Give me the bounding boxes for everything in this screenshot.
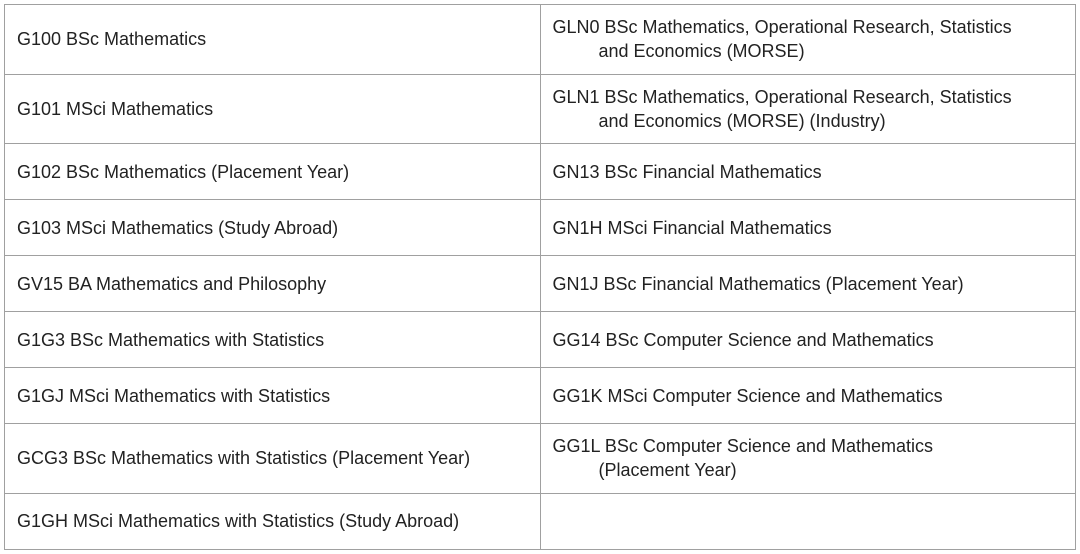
cell-left: GCG3 BSc Mathematics with Statistics (Pl… [5,424,541,494]
table-row: GCG3 BSc Mathematics with Statistics (Pl… [5,424,1076,494]
cell-left: G102 BSc Mathematics (Placement Year) [5,144,541,200]
cell-left: G1G3 BSc Mathematics with Statistics [5,312,541,368]
cell-text: G103 MSci Mathematics (Study Abroad) [17,218,338,238]
cell-text: G100 BSc Mathematics [17,29,206,49]
cell-text: G102 BSc Mathematics (Placement Year) [17,162,349,182]
cell-text-cont: (Placement Year) [553,460,737,480]
cell-text: GLN1 BSc Mathematics, Operational Resear… [553,87,1012,107]
cell-text: GG14 BSc Computer Science and Mathematic… [553,330,934,350]
cell-right: GG1K MSci Computer Science and Mathemati… [540,368,1076,424]
cell-text: G101 MSci Mathematics [17,99,213,119]
cell-right: GG14 BSc Computer Science and Mathematic… [540,312,1076,368]
cell-left: G1GH MSci Mathematics with Statistics (S… [5,493,541,549]
cell-text: GV15 BA Mathematics and Philosophy [17,274,326,294]
cell-right: GN1J BSc Financial Mathematics (Placemen… [540,256,1076,312]
cell-right: GN1H MSci Financial Mathematics [540,200,1076,256]
cell-left: GV15 BA Mathematics and Philosophy [5,256,541,312]
table-row: G102 BSc Mathematics (Placement Year) GN… [5,144,1076,200]
cell-left: G100 BSc Mathematics [5,5,541,75]
cell-text-cont: and Economics (MORSE) (Industry) [553,111,886,131]
cell-text: G1GJ MSci Mathematics with Statistics [17,386,330,406]
cell-text: GG1K MSci Computer Science and Mathemati… [553,386,943,406]
cell-text: GG1L BSc Computer Science and Mathematic… [553,436,934,456]
table-row: GV15 BA Mathematics and Philosophy GN1J … [5,256,1076,312]
cell-left: G101 MSci Mathematics [5,74,541,144]
cell-right: GLN0 BSc Mathematics, Operational Resear… [540,5,1076,75]
cell-text: GN1J BSc Financial Mathematics (Placemen… [553,274,964,294]
cell-text: G1GH MSci Mathematics with Statistics (S… [17,511,459,531]
cell-right-empty [540,493,1076,549]
programme-table: G100 BSc Mathematics GLN0 BSc Mathematic… [4,4,1076,550]
cell-text: GN1H MSci Financial Mathematics [553,218,832,238]
table-row: G101 MSci Mathematics GLN1 BSc Mathemati… [5,74,1076,144]
cell-text: GCG3 BSc Mathematics with Statistics (Pl… [17,448,470,468]
cell-text-cont: and Economics (MORSE) [553,41,805,61]
table-row: G103 MSci Mathematics (Study Abroad) GN1… [5,200,1076,256]
table-row: G1GH MSci Mathematics with Statistics (S… [5,493,1076,549]
cell-right: GLN1 BSc Mathematics, Operational Resear… [540,74,1076,144]
table-row: G1G3 BSc Mathematics with Statistics GG1… [5,312,1076,368]
cell-left: G103 MSci Mathematics (Study Abroad) [5,200,541,256]
cell-text: G1G3 BSc Mathematics with Statistics [17,330,324,350]
cell-right: GN13 BSc Financial Mathematics [540,144,1076,200]
cell-left: G1GJ MSci Mathematics with Statistics [5,368,541,424]
cell-text: GLN0 BSc Mathematics, Operational Resear… [553,17,1012,37]
table-row: G100 BSc Mathematics GLN0 BSc Mathematic… [5,5,1076,75]
cell-right: GG1L BSc Computer Science and Mathematic… [540,424,1076,494]
cell-text: GN13 BSc Financial Mathematics [553,162,822,182]
table-row: G1GJ MSci Mathematics with Statistics GG… [5,368,1076,424]
